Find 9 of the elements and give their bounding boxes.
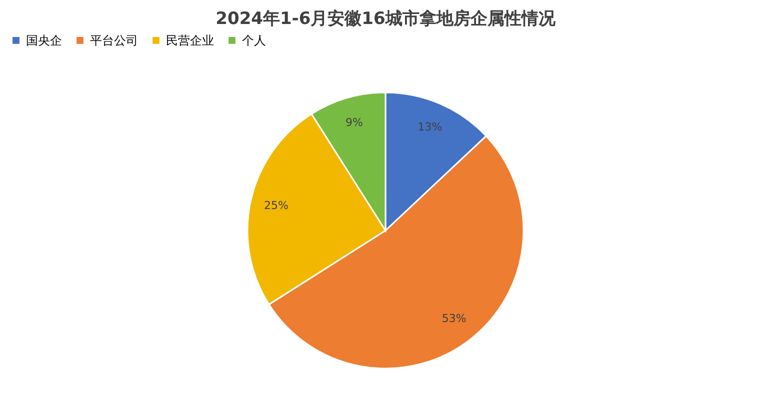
data-label: 13% — [418, 120, 442, 134]
data-label: 25% — [264, 199, 288, 212]
data-label: 53% — [442, 312, 466, 325]
legend-label: 国央企 — [26, 33, 62, 48]
legend-label: 民营企业 — [166, 33, 214, 48]
legend-label: 平台公司 — [90, 33, 138, 48]
chart-title: 2024年1-6月安徽16城市拿地房企属性情况 — [216, 9, 556, 29]
legend-label: 个人 — [242, 33, 266, 48]
data-label: 9% — [346, 116, 363, 129]
